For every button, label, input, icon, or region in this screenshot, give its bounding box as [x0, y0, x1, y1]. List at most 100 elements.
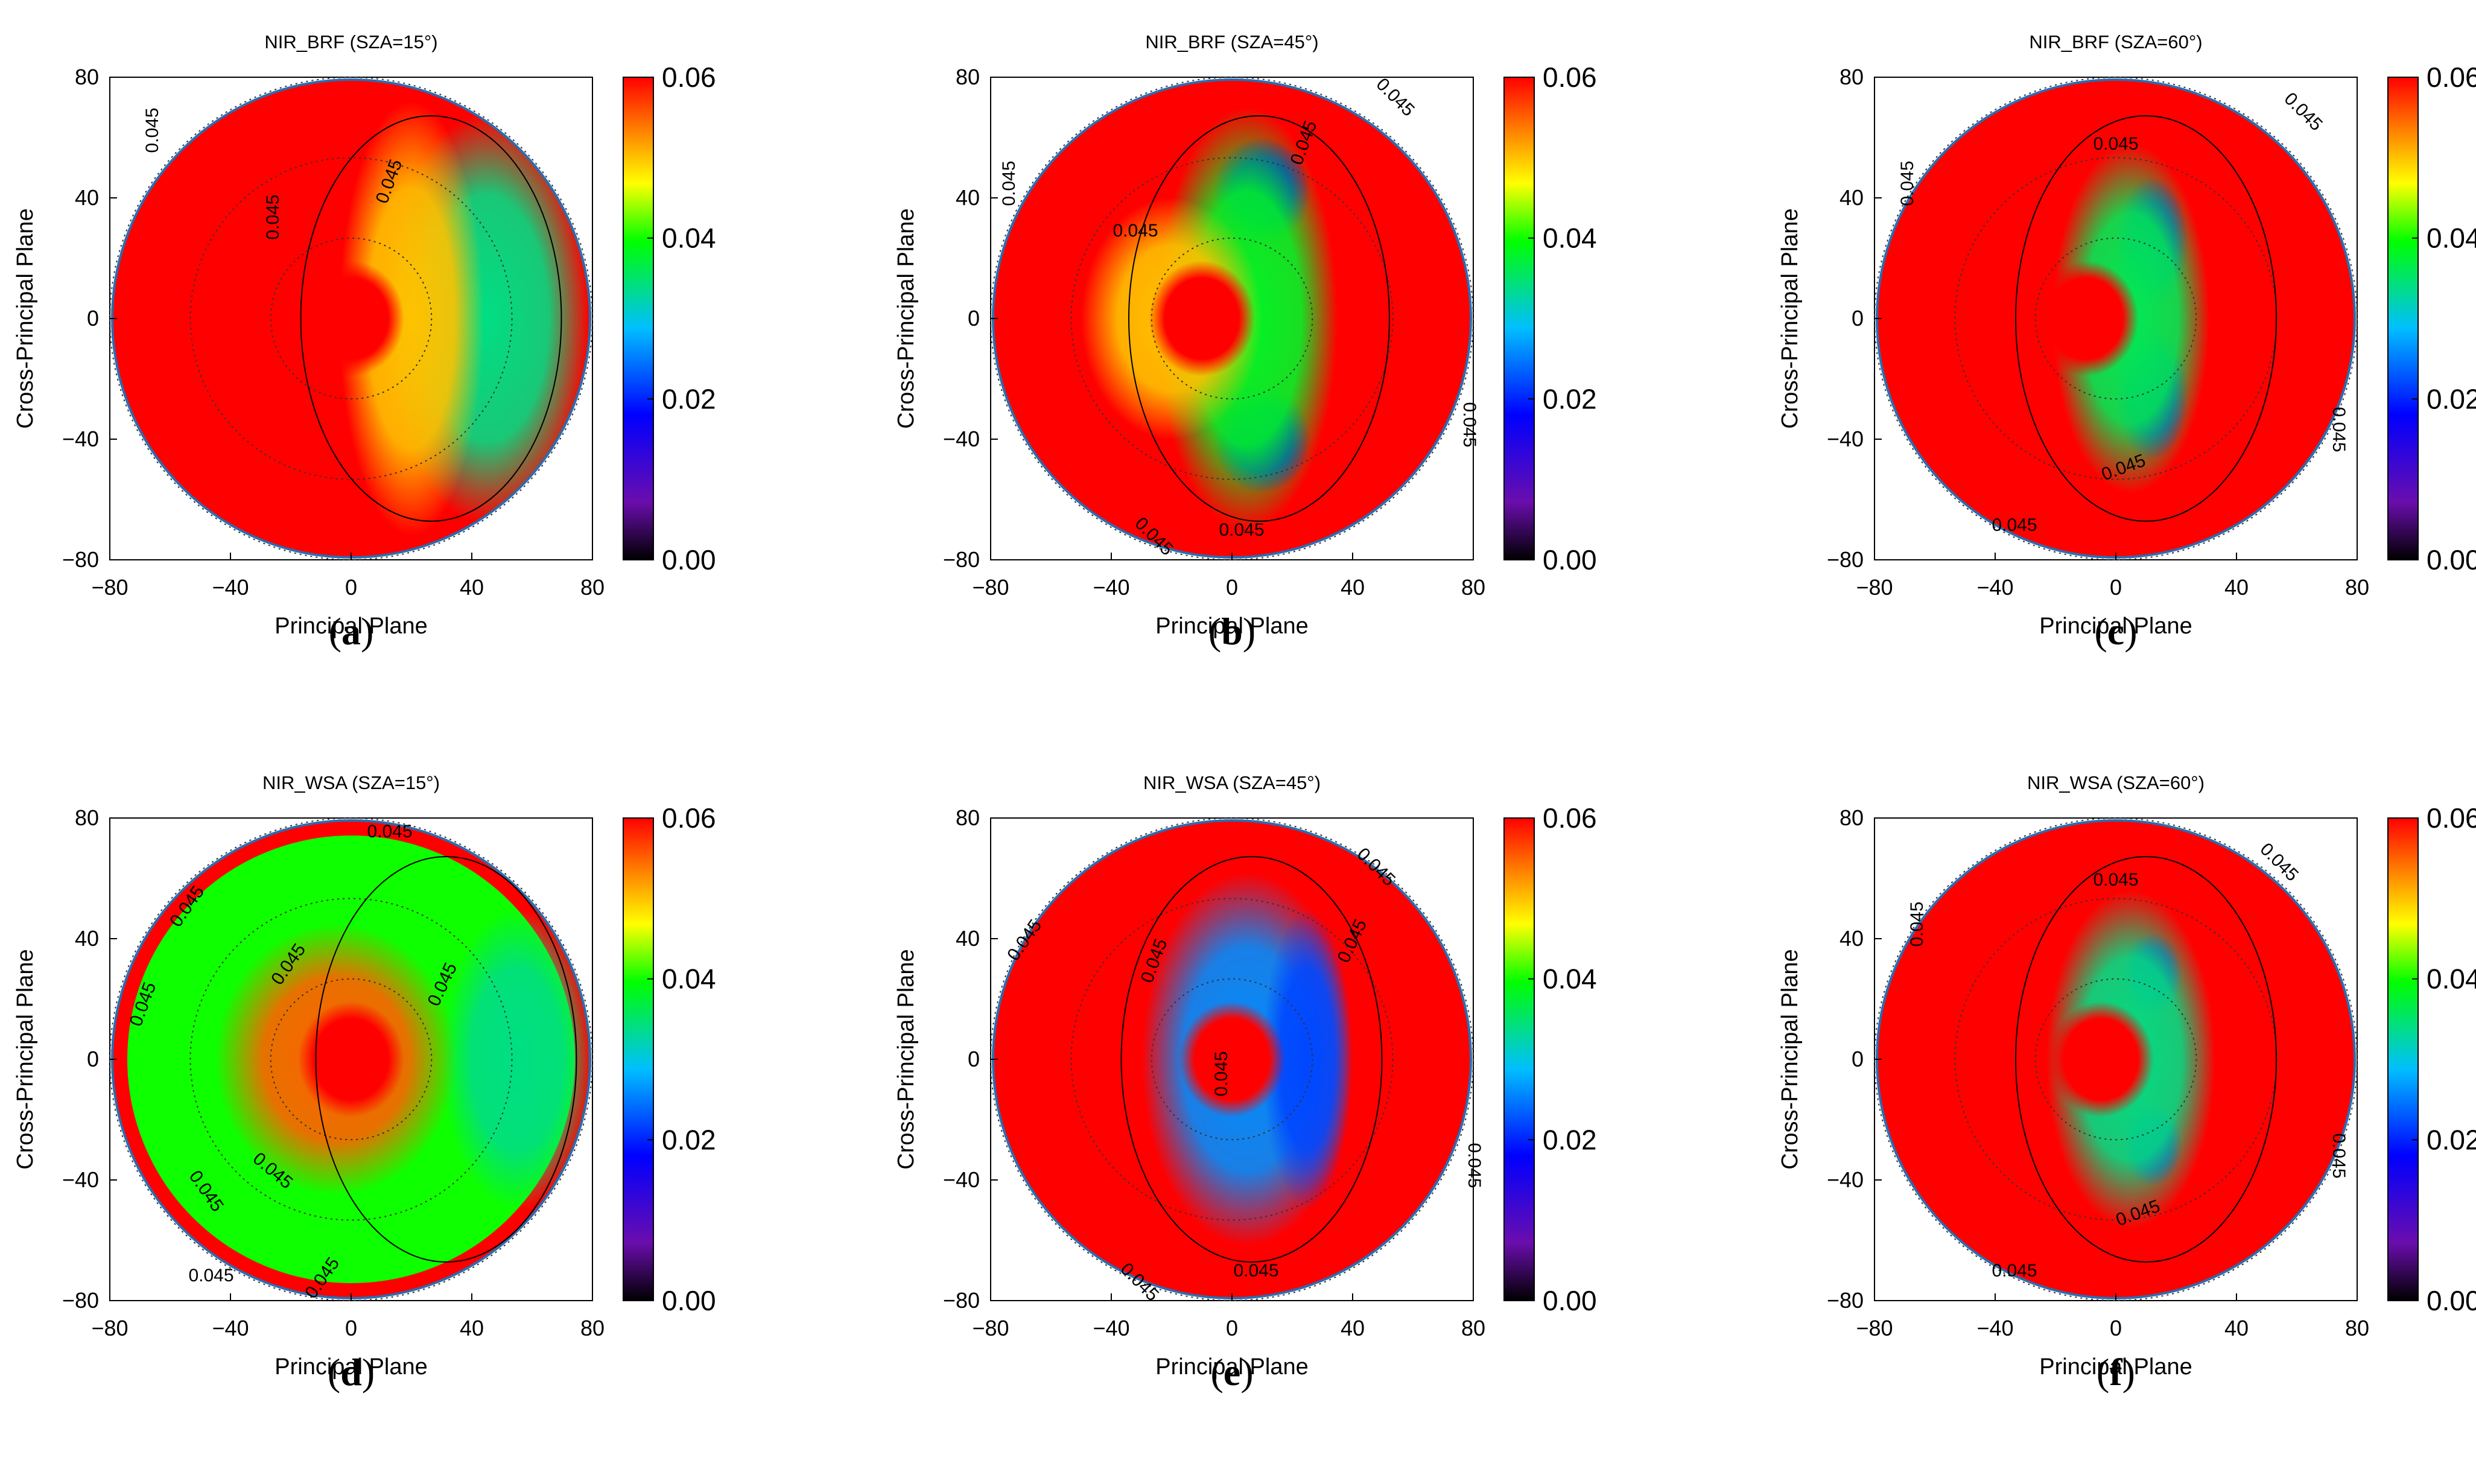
colorbar-tick-label: 0.04	[662, 963, 716, 995]
colorbar-tick-label: 0.06	[1543, 62, 1597, 93]
zenith-ring	[189, 157, 513, 480]
panel-e: NIR_WSA (SZA=45°)0.045 0.0450.0450.0450.0…	[894, 772, 1597, 1394]
contour-label: 0.045	[1219, 520, 1264, 540]
contour-line	[1128, 115, 1390, 522]
contour-label: 0.045	[2093, 870, 2138, 890]
y-tick-label: 0	[1852, 306, 1864, 331]
y-tick-label: 0	[87, 306, 99, 331]
contour-label: 0.045	[2329, 1133, 2349, 1178]
y-tick-label: 80	[1840, 805, 1864, 830]
hotspot	[298, 261, 404, 376]
y-tick-label: 80	[75, 805, 99, 830]
contour-label: 0.045	[263, 194, 283, 239]
colorbar-tick-label: 0.04	[1543, 223, 1597, 254]
y-tick-label: −40	[62, 1167, 99, 1192]
contour-line	[315, 856, 577, 1263]
field-blob	[1350, 1035, 1386, 1083]
zenith-ring	[990, 77, 1474, 560]
colorbar-tick-label: 0.00	[1543, 544, 1597, 576]
colorbar-tick-label: 0.02	[2427, 383, 2476, 414]
colorbar-tick-label: 0.00	[662, 1285, 716, 1316]
panel-b: NIR_BRF (SZA=45°) 0.045 0.045 0.045 0.045 0.0…	[894, 31, 1597, 653]
colorbar	[623, 817, 654, 1301]
y-axis-label: Cross-Principal Plane	[1777, 949, 1803, 1169]
y-tick-label: 0	[968, 1047, 980, 1071]
contour-line	[300, 115, 562, 522]
x-tick-label: 40	[2224, 1316, 2249, 1340]
x-tick-label: 0	[2110, 1316, 2122, 1340]
contour-label: 0.045	[367, 822, 412, 842]
y-tick-label: −40	[1827, 1167, 1864, 1192]
contour-label: 0.045	[1907, 901, 1927, 947]
x-tick-label: 0	[1226, 1316, 1238, 1340]
panel-title: NIR_WSA (SZA=60°)	[2027, 772, 2205, 793]
field	[112, 80, 590, 557]
contour-label: 0.045	[188, 1266, 233, 1286]
x-tick-label: 80	[1461, 1316, 1485, 1340]
colorbar-tick-label: 0.00	[1543, 1285, 1597, 1316]
zenith-ring	[270, 237, 433, 400]
x-axis-label: Principal Plane	[275, 1354, 427, 1380]
colorbar	[623, 77, 654, 560]
y-tick-label: −80	[1827, 1288, 1864, 1313]
y-tick-label: −80	[943, 1288, 980, 1313]
zenith-ring	[109, 817, 593, 1301]
x-tick-label: 40	[460, 575, 484, 600]
field-blob	[1262, 908, 1353, 1210]
hotspot	[2048, 1001, 2154, 1117]
field	[993, 820, 1471, 1298]
zenith-ring	[1151, 237, 1313, 400]
x-tick-label: −80	[972, 575, 1009, 600]
zenith-ring	[1874, 817, 2358, 1301]
field	[1877, 820, 2355, 1298]
hotspot	[1149, 261, 1255, 376]
contour-line	[2015, 115, 2277, 522]
colorbar-tick-label: 0.02	[1543, 1124, 1597, 1155]
x-tick-label: −80	[91, 1316, 128, 1340]
zenith-ring	[2034, 978, 2197, 1141]
y-tick-label: −40	[943, 1167, 980, 1192]
field	[993, 80, 1471, 557]
x-tick-label: 0	[2110, 575, 2122, 600]
contour-label: 0.045	[2093, 134, 2138, 154]
field-blob	[442, 908, 590, 1210]
x-tick-label: −80	[1856, 575, 1893, 600]
x-tick-label: 40	[1341, 575, 1365, 600]
contour-label: 0.045	[2329, 407, 2349, 452]
colorbar-tick-label: 0.00	[2427, 1285, 2476, 1316]
y-tick-label: 80	[1840, 65, 1864, 89]
colorbar-tick-label: 0.02	[1543, 383, 1597, 414]
x-tick-label: 80	[580, 575, 605, 600]
contour-label: 0.045	[1211, 1051, 1231, 1096]
y-tick-label: −80	[1827, 547, 1864, 572]
y-tick-label: 80	[956, 805, 980, 830]
zenith-ring	[2034, 237, 2197, 400]
x-tick-label: 80	[2345, 575, 2369, 600]
y-tick-label: 0	[1852, 1047, 1864, 1071]
colorbar-tick-label: 0.02	[2427, 1124, 2476, 1155]
x-tick-label: 40	[2224, 575, 2249, 600]
y-tick-label: −40	[62, 426, 99, 451]
y-tick-label: 0	[968, 306, 980, 331]
contour-label: 0.045	[1897, 160, 1917, 206]
y-tick-label: 80	[956, 65, 980, 89]
x-tick-label: −40	[212, 575, 249, 600]
x-tick-label: −80	[1856, 1316, 1893, 1340]
field-blob	[339, 101, 484, 536]
y-axis-label: Cross-Principal Plane	[13, 208, 38, 428]
x-tick-label: 80	[580, 1316, 605, 1340]
x-axis-label: Principal Plane	[1155, 614, 1308, 639]
zenith-ring	[1070, 157, 1394, 480]
y-tick-label: 40	[1840, 926, 1864, 951]
panel-f: NIR_WSA (SZA=60°) 0.045 0.045 0.045 0.045 0.0…	[1777, 772, 2476, 1394]
panel-title: NIR_BRF (SZA=15°)	[264, 31, 437, 52]
contour-label: 0.045	[1992, 515, 2037, 535]
x-axis-label: Principal Plane	[2039, 1354, 2192, 1380]
x-tick-label: 40	[460, 1316, 484, 1340]
field	[1877, 80, 2355, 557]
y-tick-label: 0	[87, 1047, 99, 1071]
colorbar	[1503, 77, 1535, 560]
x-tick-label: −80	[91, 575, 128, 600]
